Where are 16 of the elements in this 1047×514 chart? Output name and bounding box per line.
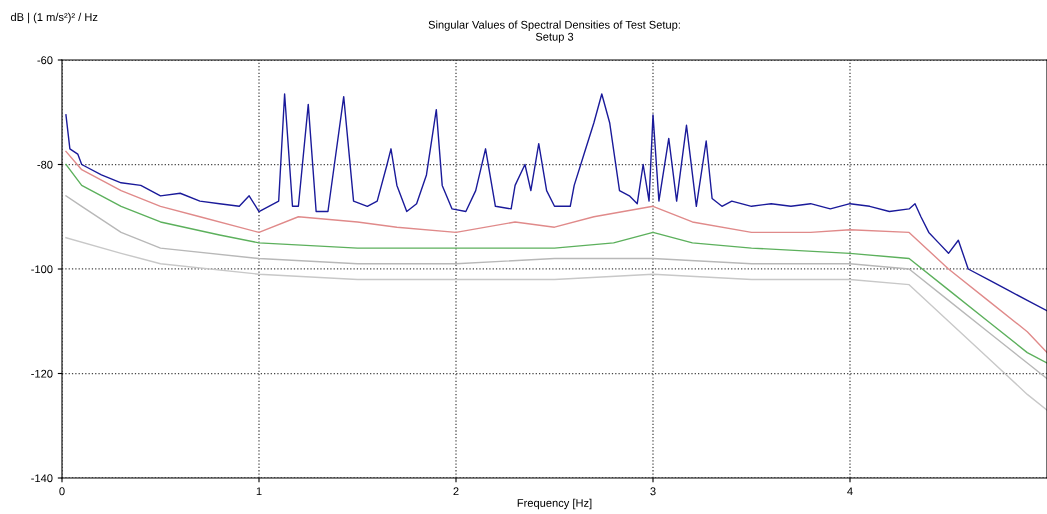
line-series: [65, 93, 1047, 312]
y-tick-label: -140: [31, 474, 53, 483]
y-tick-label: -120: [31, 369, 53, 378]
x-tick-label: 0: [59, 487, 65, 496]
x-tick-label: 4: [847, 487, 853, 496]
y-tick-label: -60: [37, 56, 53, 65]
x-tick-label: 1: [256, 487, 262, 496]
line-series: [65, 195, 1047, 380]
line-series: [65, 236, 1047, 411]
y-tick-label: -100: [31, 265, 53, 274]
x-axis-title: Frequency [Hz]: [517, 498, 592, 510]
y-axis-title: dB | (1 m/s²)² / Hz: [10, 12, 98, 24]
y-tick-label: -80: [37, 160, 53, 169]
x-tick-label: 2: [453, 487, 459, 496]
chart-title: Singular Values of Spectral Densities of Test Setup: Setup 3: [428, 20, 680, 43]
x-tick-label: 3: [650, 487, 656, 496]
